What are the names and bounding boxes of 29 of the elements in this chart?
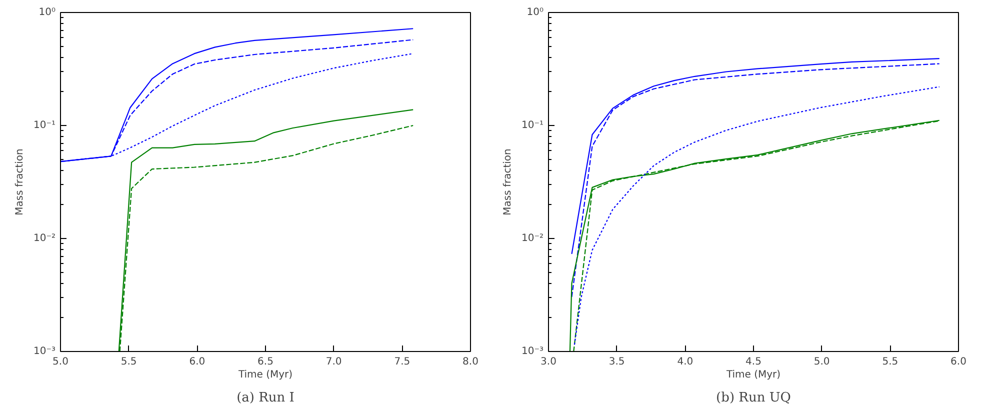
y-tick-label: 10⁻³	[521, 346, 544, 357]
y-tick-label: 10⁻²	[33, 233, 56, 244]
x-tick-label: 4.5	[746, 356, 762, 368]
text: (a) Run I	[236, 390, 294, 406]
y-tick-label: 10⁻¹	[33, 120, 56, 131]
y-axis-title: Mass fraction	[14, 148, 26, 216]
x-tick-label: 5.0	[814, 356, 830, 368]
x-tick-label: 7.5	[394, 356, 410, 368]
x-tick-label: 5.5	[882, 356, 898, 368]
x-tick-label: 8.0	[462, 356, 478, 368]
x-axis-title: Time (Myr)	[725, 370, 781, 380]
x-tick-label: 3.0	[540, 356, 556, 368]
x-tick-label: 3.5	[608, 356, 625, 368]
x-tick-label: 6.5	[258, 356, 274, 368]
x-tick-label: 7.0	[326, 356, 342, 368]
x-tick-label: 5.0	[52, 356, 68, 368]
y-tick-label: 10⁻¹	[521, 120, 544, 131]
x-tick-label: 4.0	[677, 356, 694, 368]
y-tick-label: 10⁰	[38, 7, 56, 18]
x-axis-title: Time (Myr)	[237, 370, 293, 380]
y-tick-label: 10⁰	[526, 7, 544, 18]
x-tick-label: 6.0	[189, 356, 206, 368]
y-axis-title: Mass fraction	[502, 148, 514, 216]
line-series	[574, 86, 940, 346]
y-tick-label: 10⁻²	[521, 233, 544, 244]
text: (b) Run UQ	[716, 390, 791, 406]
x-tick-label: 5.5	[120, 356, 137, 368]
y-tick-label: 10⁻³	[33, 346, 56, 357]
x-tick-label: 6.0	[950, 356, 966, 368]
